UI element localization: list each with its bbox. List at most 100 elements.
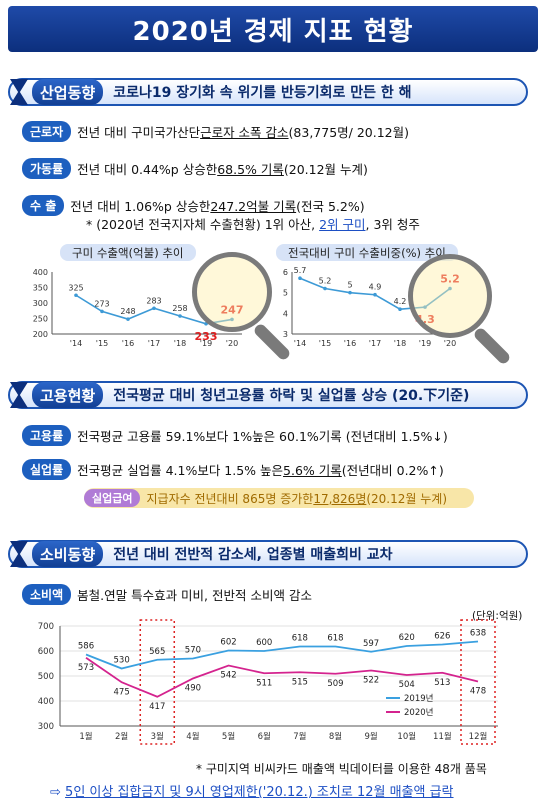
data-label: 490 <box>185 684 201 694</box>
y-tick-label: 600 <box>38 647 54 657</box>
section-tag-consumption: 소비동향 <box>32 541 104 567</box>
export-text-u: 247.2억불 기록 <box>210 199 297 214</box>
x-tick-label: 9월 <box>364 731 377 742</box>
data-label: 248 <box>120 307 135 316</box>
benefit-text-b: (20.12월 누계) <box>366 491 448 506</box>
y-tick-label: 500 <box>38 672 54 682</box>
data-label: 515 <box>292 677 308 687</box>
benefit-text-a: 지급자수 전년대비 865명 증가한 <box>146 491 314 506</box>
y-tick-label: 400 <box>33 268 48 277</box>
data-label: 597 <box>363 639 379 649</box>
export-row: 수 출 전년 대비 1.06%p 상승한 247.2억불 기록 (전국 5.2%… <box>22 195 365 216</box>
emp-text: 전국평균 고용률 59.1%보다 1%높은 60.1%기록 (전년대비 1.5%… <box>77 429 448 444</box>
data-label: 618 <box>292 634 308 644</box>
x-tick-label: 6월 <box>258 731 271 742</box>
page-title: 2020년 경제 지표 현황 <box>132 16 414 47</box>
data-point <box>74 293 78 298</box>
x-tick-label: '19 <box>419 339 431 348</box>
x-tick-label: '14 <box>294 339 306 348</box>
unemp-text-a: 전국평균 실업률 4.1%보다 1.5% 높은 <box>77 463 284 478</box>
data-label: 325 <box>68 283 83 292</box>
data-label: 417 <box>149 702 165 712</box>
data-point <box>323 286 327 291</box>
data-label: 478 <box>470 687 486 697</box>
x-tick-label: 8월 <box>329 731 342 742</box>
x-tick-label: 5월 <box>222 731 235 742</box>
y-tick-label: 300 <box>33 299 48 308</box>
spend-text: 봄철.연말 특수효과 미비, 전반적 소비액 감소 <box>77 588 312 603</box>
data-label: 4.9 <box>369 283 382 292</box>
data-label: 570 <box>185 646 201 656</box>
spend-pill: 소비액 <box>22 584 72 605</box>
data-label: 258 <box>172 304 187 313</box>
x-tick-label: '16 <box>122 339 134 348</box>
data-label: 530 <box>114 656 130 666</box>
x-tick-label: '20 <box>226 339 238 348</box>
x-tick-label: 3월 <box>151 731 164 742</box>
footnote: * 구미지역 비씨카드 매출액 빅데이터를 이용한 48개 품목 <box>196 762 487 776</box>
y-tick-label: 4 <box>283 309 288 318</box>
data-label: 233 <box>195 330 218 343</box>
consumption-chart: 300 400 500 600 700 1월 2월 3월 4월 5월 6월 7월 8월 9월 10월 11월 1… <box>38 619 498 745</box>
benefit-notice: 실업급여 지급자수 전년대비 865명 증가한 17,826명 (20.12월 … <box>84 488 474 508</box>
export-text-a: 전년 대비 1.06%p 상승한 <box>70 199 211 214</box>
data-label: 522 <box>363 676 379 686</box>
data-label: 4.2 <box>394 297 407 306</box>
data-label: 273 <box>94 299 109 308</box>
magnifier-icon <box>192 252 272 332</box>
data-label: 573 <box>78 663 94 673</box>
legend-label: 2019년 <box>404 693 433 704</box>
series-line-0 <box>85 640 479 670</box>
x-tick-label: '14 <box>70 339 82 348</box>
data-label: 586 <box>78 642 94 652</box>
data-label: 504 <box>399 680 415 690</box>
worker-text-b: (83,775명/ 20.12월) <box>288 125 409 140</box>
data-label: 509 <box>327 679 343 689</box>
arrow-icon: ⇨ <box>50 785 61 800</box>
data-label: 283 <box>146 296 161 305</box>
section-desc-industry: 코로나19 장기화 속 위기를 반등기회로 만든 한 해 <box>113 85 412 101</box>
data-label: 600 <box>256 638 272 648</box>
export-share-chart: 전국대비 구미 수출비중(%) 추이 3 4 5 6 '14 '15 '16 '17 '18 '1… <box>272 244 527 366</box>
unit-label: (단위:억원) <box>472 610 523 622</box>
worker-row: 근로자 전년 대비 구미국가산단 근로자 소폭 감소 (83,775명/ 20.… <box>22 121 409 142</box>
y-tick-label: 5 <box>283 289 288 298</box>
data-label: 475 <box>114 687 130 697</box>
y-tick-label: 6 <box>283 268 288 277</box>
data-point <box>348 290 352 295</box>
unemp-text-u: 5.6% 기록 <box>283 463 342 478</box>
x-tick-label: '15 <box>96 339 108 348</box>
unemp-row: 실업률 전국평균 실업률 4.1%보다 1.5% 높은 5.6% 기록 (전년대… <box>22 459 444 480</box>
util-row: 가동률 전년 대비 0.44%p 상승한 68.5% 기록 (20.12월 누계… <box>22 158 368 179</box>
data-label: 638 <box>470 629 486 639</box>
chart-title-export-share: 전국대비 구미 수출비중(%) 추이 <box>276 244 458 261</box>
legend-label: 2020년 <box>404 707 433 718</box>
data-label: 565 <box>149 647 165 657</box>
x-tick-label: '16 <box>344 339 356 348</box>
data-label: 542 <box>220 671 236 681</box>
chevron-icon <box>10 79 28 105</box>
y-tick-label: 400 <box>38 697 54 707</box>
magnifier-icon <box>408 254 492 338</box>
section-header-industry: 산업동향 코로나19 장기화 속 위기를 반등기회로 만든 한 해 <box>8 78 528 106</box>
x-tick-label: '18 <box>174 339 186 348</box>
data-point <box>178 314 182 318</box>
y-tick-label: 350 <box>33 284 48 293</box>
x-tick-label: '17 <box>148 339 160 348</box>
y-tick-label: 300 <box>38 722 54 732</box>
data-label: 511 <box>256 678 272 688</box>
x-tick-label: '18 <box>394 339 406 348</box>
util-text-a: 전년 대비 0.44%p 상승한 <box>77 162 218 177</box>
worker-text-a: 전년 대비 구미국가산단 <box>77 125 201 140</box>
data-label: 5.2 <box>319 277 332 286</box>
x-tick-label: '19 <box>200 339 212 348</box>
data-point <box>152 306 156 311</box>
section-tag-employment: 고용현황 <box>32 382 104 408</box>
worker-pill: 근로자 <box>22 121 72 142</box>
export-sub-b: , 3위 청주 <box>365 217 420 232</box>
export-pill: 수 출 <box>22 195 65 216</box>
x-tick-label: '15 <box>319 339 331 348</box>
section-tag-industry: 산업동향 <box>32 79 104 105</box>
conclusion-line: ⇨ 5인 이상 집합금지 및 9시 영업제한('20.12.) 조치로 12월 … <box>50 781 454 800</box>
data-point <box>398 307 402 311</box>
